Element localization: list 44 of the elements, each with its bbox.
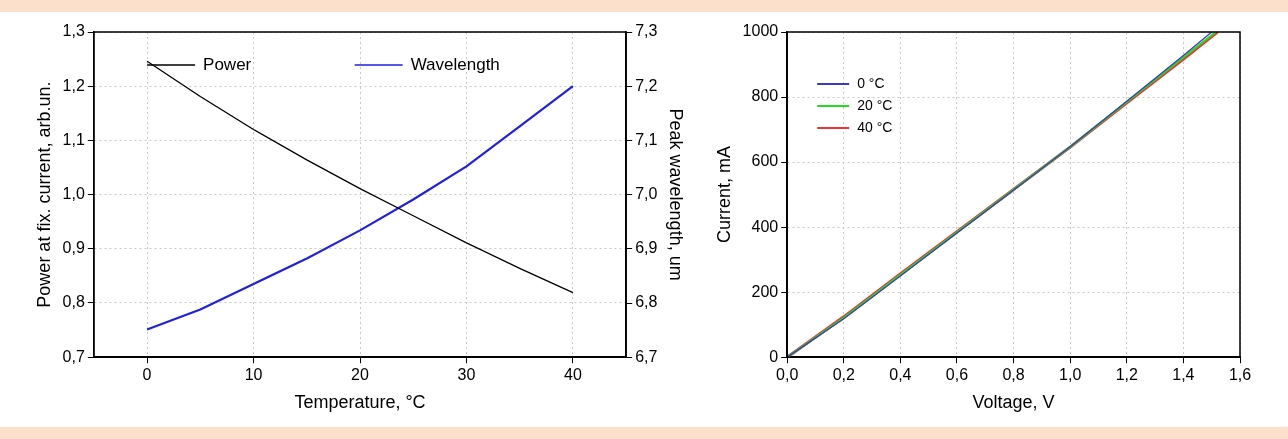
y-tick-label: 1,1: [62, 130, 85, 148]
y2-tick-label: 7,0: [635, 185, 658, 203]
y-tick-label: 600: [751, 152, 779, 170]
x-tick-label: 0: [142, 366, 152, 384]
y-tick-label: 0,9: [62, 239, 85, 257]
y2-tick-label: 7,2: [635, 76, 658, 94]
y-tick-label: 0,7: [62, 347, 85, 365]
x-tick-label: 0,0: [776, 366, 799, 384]
x-tick-label: 0,4: [889, 366, 912, 384]
x-tick-label: 0,6: [945, 366, 969, 384]
x-tick-label: 0,2: [832, 366, 856, 384]
x-axis-title: Temperature, °C: [294, 392, 426, 413]
y-tick-label: 200: [751, 282, 779, 300]
y-tick-label: 1,0: [62, 185, 85, 203]
legend-label: Wavelength: [410, 54, 500, 74]
y-axis-title: Current, mA: [713, 146, 734, 244]
y-tick-label: 1000: [742, 22, 779, 40]
legend-label: 0 °C: [857, 74, 885, 91]
y-axis-title: Power at fix. current, arb.un.: [33, 81, 54, 308]
y2-tick-label: 7,1: [635, 130, 658, 148]
legend-label: Power: [203, 54, 252, 74]
y-tick-label: 1,2: [62, 76, 85, 94]
y-tick-label: 800: [751, 87, 779, 105]
x-tick-label: 10: [244, 366, 263, 384]
y-tick-label: 1,3: [62, 22, 85, 40]
x-tick-label: 1,4: [1172, 366, 1195, 384]
y2-tick-label: 6,7: [635, 347, 658, 365]
y2-tick-label: 6,8: [635, 293, 658, 311]
y-tick-label: 400: [751, 217, 779, 235]
x-tick-label: 1,2: [1115, 366, 1139, 384]
x-tick-label: 1,6: [1228, 366, 1252, 384]
legend-label: 20 °C: [857, 96, 893, 113]
x-tick-label: 40: [564, 366, 582, 384]
y-tick-label: 0,8: [62, 293, 85, 311]
y-tick-label: 0: [769, 347, 779, 365]
y2-axis-title: Peak wavelength, um: [666, 108, 687, 281]
x-tick-label: 20: [351, 366, 369, 384]
x-tick-label: 0,8: [1002, 366, 1025, 384]
x-tick-label: 30: [457, 366, 476, 384]
legend-label: 40 °C: [857, 118, 893, 135]
x-axis-title: Voltage, V: [972, 392, 1055, 413]
x-tick-label: 1,0: [1059, 366, 1082, 384]
y2-tick-label: 6,9: [635, 239, 658, 257]
y2-tick-label: 7,3: [635, 22, 658, 40]
